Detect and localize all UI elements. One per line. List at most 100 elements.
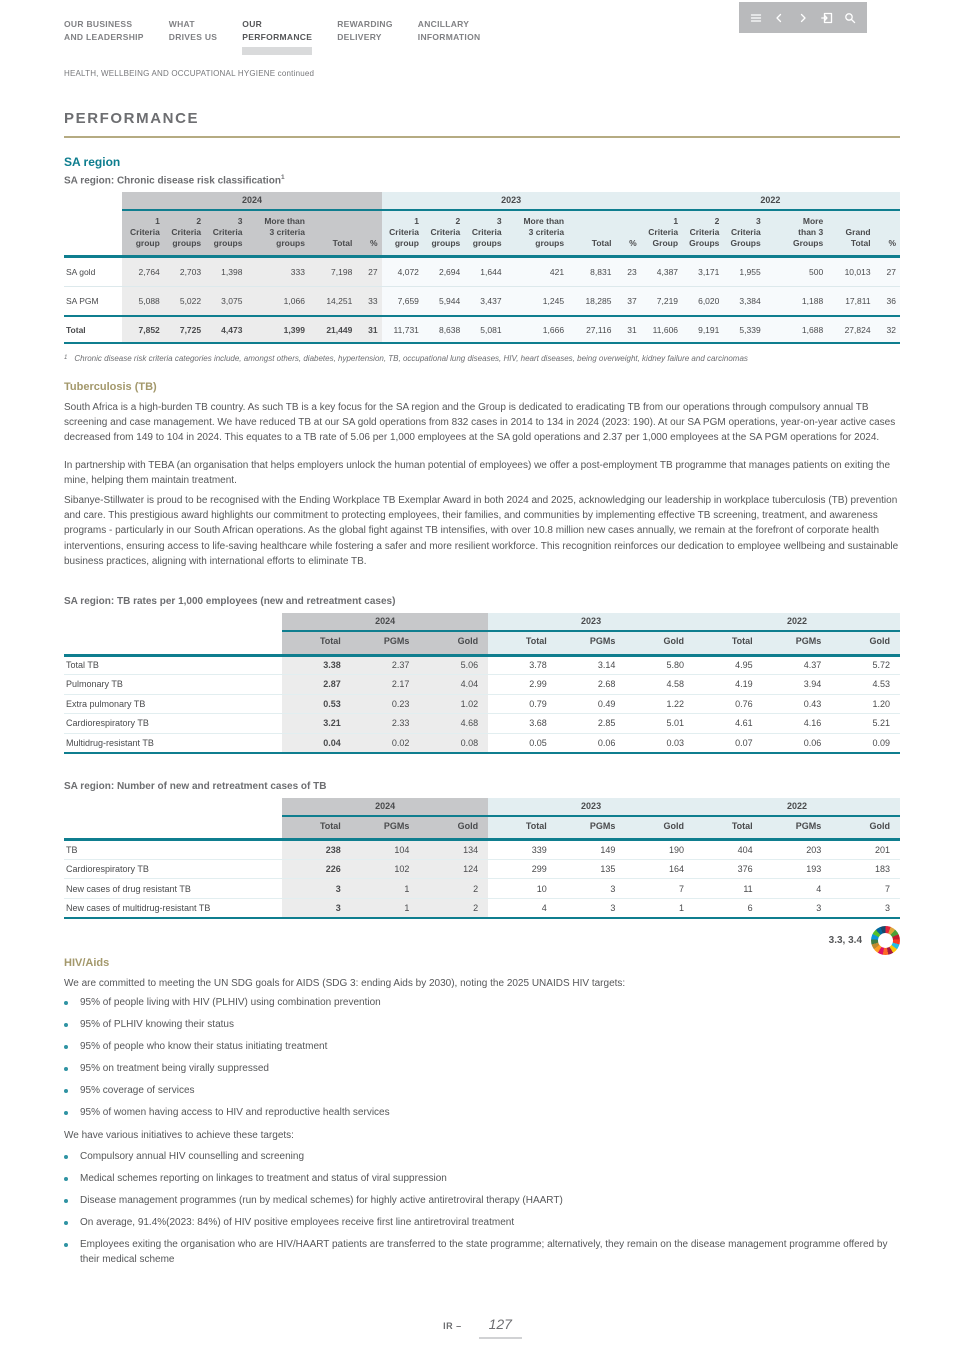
title-rule bbox=[64, 135, 900, 138]
tb-heading: Tuberculosis (TB) bbox=[64, 381, 157, 394]
section-kicker: HEALTH, WELLBEING AND OCCUPATIONAL HYGIE… bbox=[64, 68, 315, 78]
tb-paragraph-3: Sibanye-Stillwater is proud to be recogn… bbox=[64, 495, 899, 567]
bullet-icon bbox=[64, 1045, 68, 1049]
table-row: New cases of drug resistant TB 3 1 2 10 … bbox=[64, 878, 900, 899]
chevron-left-icon[interactable] bbox=[772, 11, 786, 25]
row-label: New cases of multidrug-resistant TB bbox=[64, 898, 283, 919]
hiv-intro: We are committed to meeting the UN SDG g… bbox=[64, 977, 626, 989]
bullet-icon bbox=[64, 1199, 68, 1204]
row-label: SA PGM bbox=[64, 286, 123, 317]
list-item: Compulsory annual HIV counselling and sc… bbox=[64, 1150, 900, 1165]
bullet-icon bbox=[64, 1023, 68, 1027]
nav-item-ancillary-information[interactable]: ANCILLARY INFORMATION bbox=[417, 19, 481, 42]
bullet-icon bbox=[64, 1089, 68, 1093]
chevron-right-icon[interactable] bbox=[796, 11, 810, 25]
sdg-reference: 3.3, 3.4 bbox=[64, 925, 900, 955]
table-row: Total TB 3.38 2.37 5.06 3.78 3.14 5.80 4… bbox=[64, 655, 900, 676]
search-icon[interactable] bbox=[843, 11, 857, 25]
tb-cases-table-title: SA region: Number of new and retreatment… bbox=[64, 780, 327, 792]
year-2023-header: 2023 bbox=[381, 191, 641, 211]
nav-item-rewarding-delivery[interactable]: REWARDING DELIVERY bbox=[337, 19, 393, 42]
table-row: TB 238 104 134 339 149 190 404 203 201 bbox=[64, 839, 900, 860]
main-nav: OUR BUSINESS AND LEADERSHIP WHAT DRIVES … bbox=[64, 18, 900, 55]
hiv-initiatives-list: Compulsory annual HIV counselling and sc… bbox=[64, 1150, 900, 1267]
bullet-icon bbox=[64, 1155, 68, 1160]
tb-cases-table: 2024 2023 2022 Total PGMs Gold Total PGM… bbox=[64, 797, 900, 919]
footnote-marker: 1 bbox=[64, 355, 68, 362]
sdg-targets-label: 3.3, 3.4 bbox=[828, 934, 862, 946]
tb-rates-table-body: Total TB 3.38 2.37 5.06 3.78 3.14 5.80 4… bbox=[64, 655, 900, 754]
table-row: Extra pulmonary TB 0.53 0.23 1.02 0.79 0… bbox=[64, 694, 900, 715]
chronic-disease-table: 2024 2023 2022 1 Criteria group 2 Criter… bbox=[64, 191, 900, 345]
year-header-row: 2024 2023 2022 bbox=[64, 191, 900, 211]
row-label: Cardiorespiratory TB bbox=[64, 713, 283, 734]
year-2024-header: 2024 bbox=[122, 191, 382, 211]
bullet-icon bbox=[64, 1243, 68, 1248]
year-2022-header: 2022 bbox=[694, 612, 900, 632]
list-item: Employees exiting the organisation who a… bbox=[64, 1238, 900, 1267]
bullet-icon bbox=[64, 1001, 68, 1005]
go-to-page-icon[interactable] bbox=[820, 11, 834, 25]
nav-item-what-drives-us[interactable]: WHAT DRIVES US bbox=[168, 19, 218, 42]
list-item: 95% on treatment being virally suppresse… bbox=[64, 1062, 900, 1077]
row-label: Cardiorespiratory TB bbox=[64, 859, 283, 880]
column-header-row: 1 Criteria group 2 Criteria groups 3 Cri… bbox=[64, 209, 900, 258]
bullet-icon bbox=[64, 1221, 68, 1226]
row-label: Multidrug-resistant TB bbox=[64, 733, 283, 754]
row-label: Extra pulmonary TB bbox=[64, 694, 283, 715]
year-2022-header: 2022 bbox=[694, 797, 900, 817]
nav-item-our-business-and-leadership[interactable]: OUR BUSINESS AND LEADERSHIP bbox=[64, 19, 144, 42]
list-item: 95% of people living with HIV (PLHIV) us… bbox=[64, 996, 900, 1011]
table-row: Cardiorespiratory TB 226 102 124 299 135… bbox=[64, 859, 900, 880]
report-code: IR – bbox=[443, 1321, 462, 1331]
bullet-icon bbox=[64, 1067, 68, 1071]
row-label: TB bbox=[64, 839, 283, 860]
list-item: 95% of women having access to HIV and re… bbox=[64, 1106, 900, 1121]
table-row: Cardiorespiratory TB 3.21 2.33 4.68 3.68… bbox=[64, 713, 900, 734]
hiv-initiatives-intro: We have various initiatives to achieve t… bbox=[64, 1130, 294, 1141]
sdg-wheel-icon bbox=[871, 925, 900, 955]
year-2024-header: 2024 bbox=[282, 612, 489, 632]
list-item: Disease management programmes (run by me… bbox=[64, 1194, 900, 1209]
list-item: 95% of people who know their status init… bbox=[64, 1040, 900, 1055]
nav-item-our-performance[interactable]: OUR PERFORMANCE bbox=[242, 18, 312, 55]
bullet-icon bbox=[64, 1111, 68, 1115]
table-footnote: 1 Chronic disease risk criteria categori… bbox=[64, 353, 900, 365]
table-row: New cases of multidrug-resistant TB 3 1 … bbox=[64, 898, 900, 919]
table-row: SA gold 2,764 2,703 1,398 333 7,198 27 4… bbox=[64, 256, 900, 287]
year-2022-header: 2022 bbox=[640, 191, 900, 211]
table-row: Total 7,852 7,725 4,473 1,399 21,449 31 … bbox=[64, 315, 900, 345]
chronic-table-title: SA region: Chronic disease risk classifi… bbox=[64, 174, 900, 186]
tb-rates-table-title: SA region: TB rates per 1,000 employees … bbox=[64, 595, 396, 607]
hiv-heading: HIV/Aids bbox=[64, 956, 110, 969]
page-title: PERFORMANCE bbox=[64, 109, 200, 127]
row-label: Total TB bbox=[64, 655, 283, 676]
chronic-table-title-text: SA region: Chronic disease risk classifi… bbox=[64, 174, 281, 186]
menu-icon[interactable] bbox=[749, 11, 763, 25]
footnote-text: Chronic disease risk criteria categories… bbox=[74, 354, 748, 364]
bullet-icon bbox=[64, 1177, 68, 1182]
column-header-row: Total PGMs Gold Total PGMs Gold Total PG… bbox=[64, 815, 900, 842]
column-header-row: Total PGMs Gold Total PGMs Gold Total PG… bbox=[64, 630, 900, 657]
list-item: On average, 91.4%(2023: 84%) of HIV posi… bbox=[64, 1216, 900, 1231]
list-item: 95% coverage of services bbox=[64, 1084, 900, 1099]
row-label: New cases of drug resistant TB bbox=[64, 878, 283, 899]
page-number: 127 bbox=[478, 1316, 522, 1339]
row-label: Total bbox=[64, 315, 123, 345]
tb-paragraph-2: In partnership with TEBA (an organisatio… bbox=[64, 459, 891, 486]
tb-cases-table-body: TB 238 104 134 339 149 190 404 203 201 C… bbox=[64, 839, 900, 919]
year-2023-header: 2023 bbox=[488, 797, 695, 817]
year-2023-header: 2023 bbox=[488, 612, 695, 632]
list-item: 95% of PLHIV knowing their status bbox=[64, 1018, 900, 1033]
year-header-row: 2024 2023 2022 bbox=[64, 612, 900, 632]
row-label: Pulmonary TB bbox=[64, 674, 283, 695]
list-item: Medical schemes reporting on linkages to… bbox=[64, 1172, 900, 1187]
footnote-marker: 1 bbox=[280, 173, 285, 181]
tb-paragraph-1: South Africa is a high-burden TB country… bbox=[64, 402, 896, 444]
top-bar: OUR BUSINESS AND LEADERSHIP WHAT DRIVES … bbox=[64, 0, 900, 55]
page-footer: IR – 127 bbox=[0, 1316, 965, 1339]
year-2024-header: 2024 bbox=[282, 797, 489, 817]
table-row: Pulmonary TB 2.87 2.17 4.04 2.99 2.68 4.… bbox=[64, 674, 900, 695]
hiv-targets-list: 95% of people living with HIV (PLHIV) us… bbox=[64, 996, 900, 1121]
viewer-toolbar bbox=[739, 2, 867, 33]
